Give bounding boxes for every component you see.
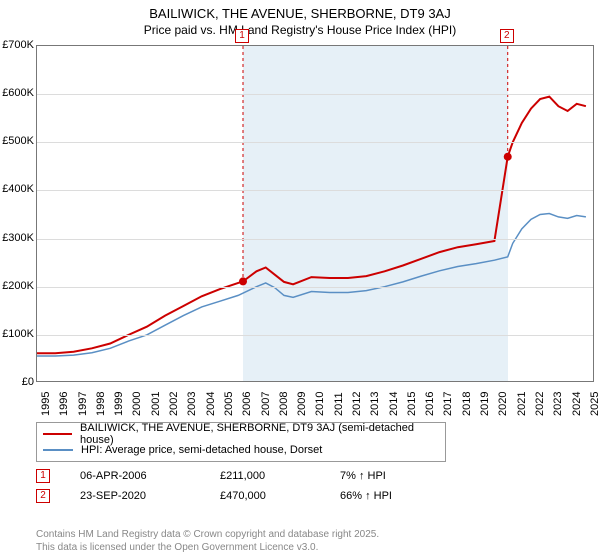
y-tick-label: £200K <box>0 280 34 292</box>
legend-label: HPI: Average price, semi-detached house,… <box>81 444 322 456</box>
x-tick-label: 2020 <box>497 392 509 416</box>
gridline <box>37 94 593 95</box>
series-property <box>37 97 586 354</box>
copyright-line-1: Contains HM Land Registry data © Crown c… <box>36 528 379 541</box>
x-tick-label: 2011 <box>333 392 345 416</box>
x-tick-label: 2024 <box>571 392 583 416</box>
transaction-date: 06-APR-2006 <box>80 470 190 482</box>
x-tick-label: 2015 <box>406 392 418 416</box>
legend-swatch <box>43 433 72 435</box>
transaction-row: 1 06-APR-2006 £211,000 7% ↑ HPI <box>36 466 392 486</box>
legend: BAILIWICK, THE AVENUE, SHERBORNE, DT9 3A… <box>36 422 446 462</box>
y-tick-label: £100K <box>0 328 34 340</box>
transaction-row: 2 23-SEP-2020 £470,000 66% ↑ HPI <box>36 486 392 506</box>
plot-area <box>36 45 594 382</box>
transaction-delta: 7% ↑ HPI <box>340 470 386 482</box>
transaction-marker: 1 <box>36 469 50 483</box>
x-tick-label: 2009 <box>296 392 308 416</box>
sale-marker-box: 2 <box>500 29 514 43</box>
x-tick-label: 2005 <box>223 392 235 416</box>
y-tick-label: £300K <box>0 232 34 244</box>
transaction-delta: 66% ↑ HPI <box>340 490 392 502</box>
x-tick-label: 2025 <box>589 392 600 416</box>
legend-row: BAILIWICK, THE AVENUE, SHERBORNE, DT9 3A… <box>43 426 439 442</box>
x-tick-label: 2014 <box>388 392 400 416</box>
x-tick-label: 2006 <box>241 392 253 416</box>
y-tick-label: £0 <box>0 376 34 388</box>
chart-svg <box>37 46 593 381</box>
x-tick-label: 2002 <box>168 392 180 416</box>
chart-title: BAILIWICK, THE AVENUE, SHERBORNE, DT9 3A… <box>0 6 600 21</box>
x-tick-label: 2004 <box>205 392 217 416</box>
transaction-price: £470,000 <box>220 490 310 502</box>
sale-dot <box>504 153 512 161</box>
y-tick-label: £500K <box>0 135 34 147</box>
gridline <box>37 287 593 288</box>
x-tick-label: 2013 <box>369 392 381 416</box>
gridline <box>37 190 593 191</box>
x-tick-label: 2010 <box>314 392 326 416</box>
copyright: Contains HM Land Registry data © Crown c… <box>36 528 379 554</box>
x-tick-label: 2008 <box>278 392 290 416</box>
gridline <box>37 142 593 143</box>
sale-marker-box: 1 <box>235 29 249 43</box>
x-tick-label: 2012 <box>351 392 363 416</box>
sale-dot <box>239 277 247 285</box>
x-tick-label: 2000 <box>131 392 143 416</box>
x-tick-label: 1997 <box>77 392 89 416</box>
x-tick-label: 2016 <box>424 392 436 416</box>
legend-label: BAILIWICK, THE AVENUE, SHERBORNE, DT9 3A… <box>80 422 439 446</box>
x-tick-label: 2007 <box>260 392 272 416</box>
copyright-line-2: This data is licensed under the Open Gov… <box>36 541 379 554</box>
gridline <box>37 335 593 336</box>
x-tick-label: 2001 <box>150 392 162 416</box>
x-tick-label: 2019 <box>479 392 491 416</box>
x-tick-label: 2022 <box>534 392 546 416</box>
transactions-table: 1 06-APR-2006 £211,000 7% ↑ HPI 2 23-SEP-2020… <box>36 466 392 506</box>
x-tick-label: 2023 <box>552 392 564 416</box>
y-tick-label: £400K <box>0 183 34 195</box>
x-tick-label: 1998 <box>95 392 107 416</box>
y-tick-label: £700K <box>0 39 34 51</box>
x-tick-label: 1996 <box>58 392 70 416</box>
transaction-marker: 2 <box>36 489 50 503</box>
x-tick-label: 1995 <box>40 392 52 416</box>
x-tick-label: 2003 <box>186 392 198 416</box>
chart-container: BAILIWICK, THE AVENUE, SHERBORNE, DT9 3A… <box>0 0 600 560</box>
transaction-price: £211,000 <box>220 470 310 482</box>
x-tick-label: 2017 <box>442 392 454 416</box>
y-tick-label: £600K <box>0 87 34 99</box>
x-tick-label: 2018 <box>461 392 473 416</box>
transaction-date: 23-SEP-2020 <box>80 490 190 502</box>
x-tick-label: 1999 <box>113 392 125 416</box>
gridline <box>37 239 593 240</box>
legend-swatch <box>43 449 73 451</box>
x-tick-label: 2021 <box>516 392 528 416</box>
